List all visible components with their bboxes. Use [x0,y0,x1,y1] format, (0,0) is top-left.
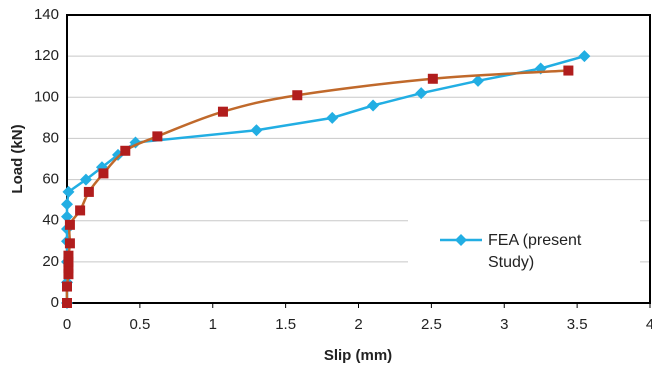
data-point [367,99,380,112]
data-point [75,205,86,216]
legend-label: FEA (present Study) [488,232,582,271]
data-point [427,73,438,84]
data-point [64,219,75,230]
x-tick-label: 2 [354,316,362,333]
y-tick-label: 60 [42,171,59,188]
x-axis-title: Slip (mm) [324,347,392,364]
x-tick-label: 0 [63,316,71,333]
data-point [63,256,74,267]
data-point [217,106,228,117]
x-tick-label: 3.5 [567,316,588,333]
x-tick-label: 0.5 [129,316,150,333]
x-tick-label: 2.5 [421,316,442,333]
y-tick-label: 80 [42,129,59,146]
data-point [62,281,72,292]
data-point [63,263,74,274]
legend-box [408,220,640,290]
y-tick-label: 0 [51,294,59,311]
y-tick-label: 100 [34,88,59,105]
data-point [61,198,73,211]
data-point [472,74,485,87]
data-point [63,269,74,280]
data-point [64,238,75,249]
data-point [83,186,94,197]
y-tick-label: 20 [42,253,59,270]
data-point [62,298,72,308]
legend-marker [455,234,467,246]
data-point [292,90,303,101]
y-axis-title: Load (kN) [9,124,26,193]
data-point [61,210,73,223]
y-tick-label: 120 [34,47,59,64]
x-tick-label: 4 [646,316,652,333]
data-point [326,111,339,124]
data-point [120,145,131,156]
data-point [98,168,109,179]
y-tick-label: 40 [42,212,59,229]
x-tick-label: 1.5 [275,316,296,333]
data-point [250,124,263,137]
data-point [415,87,428,100]
data-point [63,250,74,261]
data-point [563,65,574,76]
data-point [79,173,92,186]
plot-frame [66,14,651,304]
data-point [62,185,75,198]
x-tick-label: 3 [500,316,508,333]
x-tick-label: 1 [209,316,217,333]
data-point [578,50,591,63]
y-tick-label: 140 [34,6,59,23]
data-point [152,131,163,142]
